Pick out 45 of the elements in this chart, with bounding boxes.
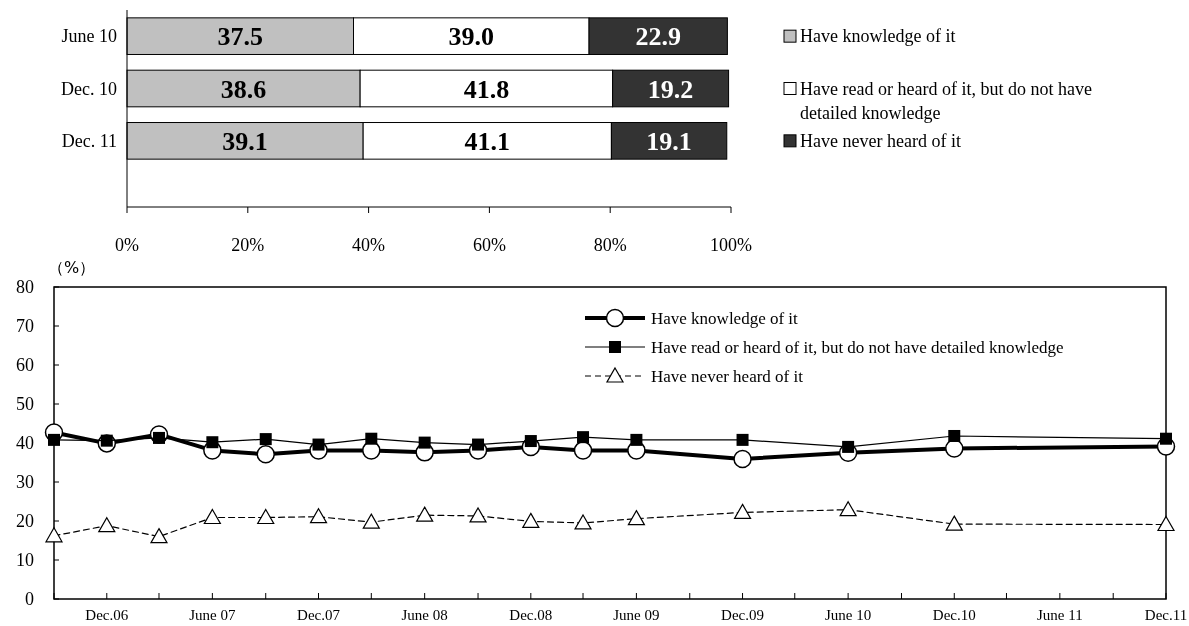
data-label: 19.2 [647,74,694,104]
x-tick-label: Dec.07 [297,607,341,624]
x-tick-label: June 07 [189,607,236,624]
data-label: 37.5 [217,22,263,52]
data-label: 39.0 [448,22,495,52]
x-tick-label: Dec.09 [721,607,764,624]
x-tick-label: 20% [231,235,265,256]
x-tick-label: 80% [593,235,627,256]
y-tick-label: 70 [16,316,34,337]
data-label: 41.1 [464,126,511,156]
y-tick-label: 50 [16,394,34,415]
x-tick-label: June 09 [613,607,660,624]
x-tick-label: June 10 [824,607,872,624]
x-tick-label: Dec.08 [509,607,553,624]
data-label: 41.8 [463,74,510,104]
legend-label: Have knowledge of it [800,26,956,47]
x-tick-label: 60% [472,235,506,256]
y-tick-label: June 10 [61,26,117,47]
x-tick-label: Dec.11 [1144,607,1188,624]
legend-label: Have never heard of it [651,366,804,386]
data-label: 38.6 [220,74,267,104]
x-tick-label: 0% [115,235,139,256]
y-tick-label: 10 [16,550,34,571]
y-tick-label: 40 [16,433,34,454]
y-tick-label: 80 [16,277,34,298]
x-tick-label: 40% [352,235,386,256]
y-tick-label: 20 [16,511,34,532]
legend-label: Have knowledge of it [651,308,799,328]
y-tick-label: Dec. 10 [61,78,117,99]
x-tick-label: Dec.06 [85,607,129,624]
x-tick-label: Dec.10 [932,607,976,624]
data-label: 22.9 [635,22,681,52]
legend-label: Have read or heard of it, but do not have detailed knowledge [651,337,1064,357]
y-tick-label: 30 [16,472,34,493]
y-tick-label: 60 [16,355,34,376]
data-label: 19.1 [646,126,692,156]
y-tick-label: Dec. 11 [61,131,117,152]
x-tick-label: June 08 [401,607,448,624]
x-tick-label: 100% [710,235,752,256]
legend-label: Have read or heard of it, but do not have detailed knowledge [800,78,1092,123]
data-label: 39.1 [222,126,268,156]
y-tick-label: 0 [25,589,34,610]
x-tick-label: June 11 [1037,607,1083,624]
legend-label: Have never heard of it [800,131,961,152]
y-axis-title: （%） [48,258,96,277]
